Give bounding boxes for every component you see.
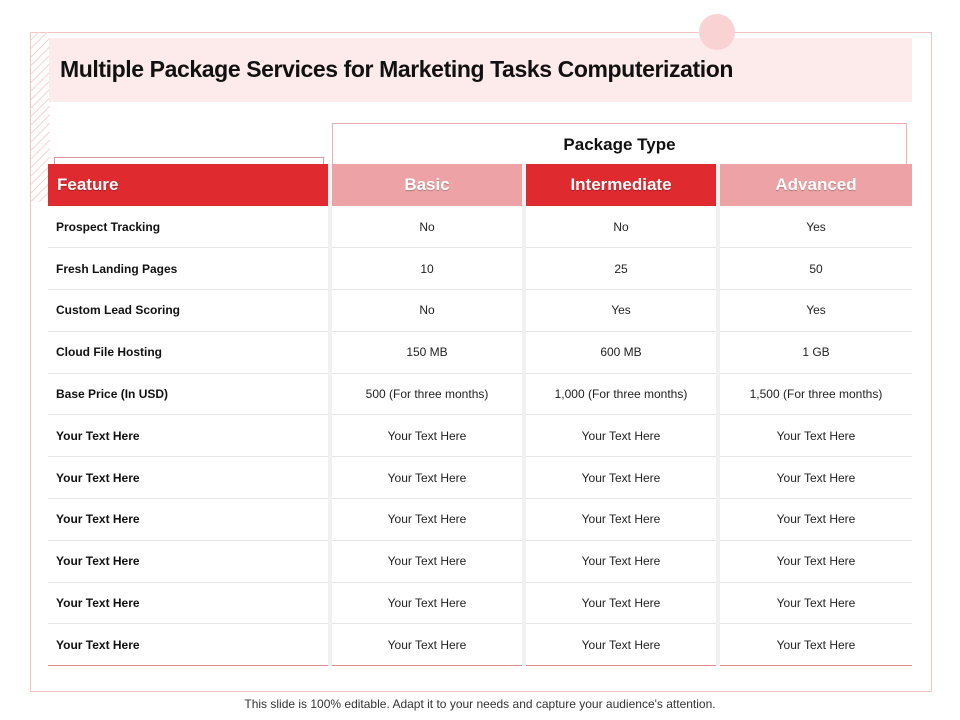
table-row: Your Text Here Your Text Here Your Text … xyxy=(48,456,912,500)
advanced-cell: Your Text Here xyxy=(716,540,912,583)
table-row: Your Text Here Your Text Here Your Text … xyxy=(48,623,912,667)
title-band xyxy=(49,38,912,102)
advanced-cell: Your Text Here xyxy=(716,582,912,625)
feature-cell: Prospect Tracking xyxy=(48,206,330,249)
intermediate-cell: Your Text Here xyxy=(522,414,718,458)
intermediate-cell: 1,000 (For three months) xyxy=(522,373,718,416)
advanced-cell: Yes xyxy=(716,206,912,249)
feature-cell: Your Text Here xyxy=(48,582,330,625)
advanced-cell: 1 GB xyxy=(716,331,912,374)
table-row: Your Text Here Your Text Here Your Text … xyxy=(48,582,912,625)
advanced-cell: Yes xyxy=(716,289,912,332)
intermediate-cell: Your Text Here xyxy=(522,498,718,541)
advanced-cell: Your Text Here xyxy=(716,456,912,500)
feature-header-box xyxy=(54,157,324,169)
advanced-cell: 50 xyxy=(716,247,912,291)
table-row: Base Price (In USD) 500 (For three month… xyxy=(48,373,912,416)
intermediate-cell: 600 MB xyxy=(522,331,718,374)
package-type-box xyxy=(332,123,907,167)
table-row: Cloud File Hosting 150 MB 600 MB 1 GB xyxy=(48,331,912,374)
table-row: Fresh Landing Pages 10 25 50 xyxy=(48,247,912,291)
basic-cell: No xyxy=(328,289,524,332)
advanced-cell: Your Text Here xyxy=(716,623,912,667)
basic-cell: Your Text Here xyxy=(328,623,524,667)
advanced-cell: 1,500 (For three months) xyxy=(716,373,912,416)
feature-cell: Your Text Here xyxy=(48,498,330,541)
intermediate-cell: Your Text Here xyxy=(522,623,718,667)
feature-cell: Fresh Landing Pages xyxy=(48,247,330,291)
intermediate-cell: Your Text Here xyxy=(522,582,718,625)
feature-cell: Your Text Here xyxy=(48,414,330,458)
footer-note: This slide is 100% editable. Adapt it to… xyxy=(244,697,716,711)
advanced-cell: Your Text Here xyxy=(716,414,912,458)
header-feature: Feature xyxy=(48,164,330,206)
basic-cell: 150 MB xyxy=(328,331,524,374)
intermediate-cell: 25 xyxy=(522,247,718,291)
basic-cell: No xyxy=(328,206,524,249)
header-intermediate: Intermediate xyxy=(522,164,718,206)
table-row: Prospect Tracking No No Yes xyxy=(48,206,912,249)
basic-cell: Your Text Here xyxy=(328,498,524,541)
frame-right-accent xyxy=(931,205,932,305)
slide-frame xyxy=(30,32,932,692)
feature-cell: Base Price (In USD) xyxy=(48,373,330,416)
intermediate-cell: No xyxy=(522,206,718,249)
basic-cell: 500 (For three months) xyxy=(328,373,524,416)
package-comparison-table: Feature Basic Intermediate Advanced Pros… xyxy=(48,164,912,667)
advanced-cell: Your Text Here xyxy=(716,498,912,541)
package-type-label: Package Type xyxy=(563,135,676,154)
intermediate-cell: Your Text Here xyxy=(522,540,718,583)
feature-cell: Your Text Here xyxy=(48,540,330,583)
basic-cell: Your Text Here xyxy=(328,582,524,625)
table-row: Your Text Here Your Text Here Your Text … xyxy=(48,498,912,541)
page-title: Multiple Package Services for Marketing … xyxy=(60,56,734,82)
table-row: Custom Lead Scoring No Yes Yes xyxy=(48,289,912,332)
intermediate-cell: Yes xyxy=(522,289,718,332)
basic-cell: Your Text Here xyxy=(328,540,524,583)
basic-cell: 10 xyxy=(328,247,524,291)
basic-cell: Your Text Here xyxy=(328,456,524,500)
basic-cell: Your Text Here xyxy=(328,414,524,458)
header-advanced: Advanced xyxy=(716,164,912,206)
table-row: Your Text Here Your Text Here Your Text … xyxy=(48,540,912,583)
feature-cell: Custom Lead Scoring xyxy=(48,289,330,332)
feature-cell: Your Text Here xyxy=(48,456,330,500)
feature-cell: Cloud File Hosting xyxy=(48,331,330,374)
table-row: Your Text Here Your Text Here Your Text … xyxy=(48,414,912,458)
decorative-hatch xyxy=(30,32,50,202)
table-header-row: Feature Basic Intermediate Advanced xyxy=(48,164,912,206)
decorative-circle xyxy=(699,14,735,50)
intermediate-cell: Your Text Here xyxy=(522,456,718,500)
feature-cell: Your Text Here xyxy=(48,623,330,667)
header-basic: Basic xyxy=(328,164,524,206)
